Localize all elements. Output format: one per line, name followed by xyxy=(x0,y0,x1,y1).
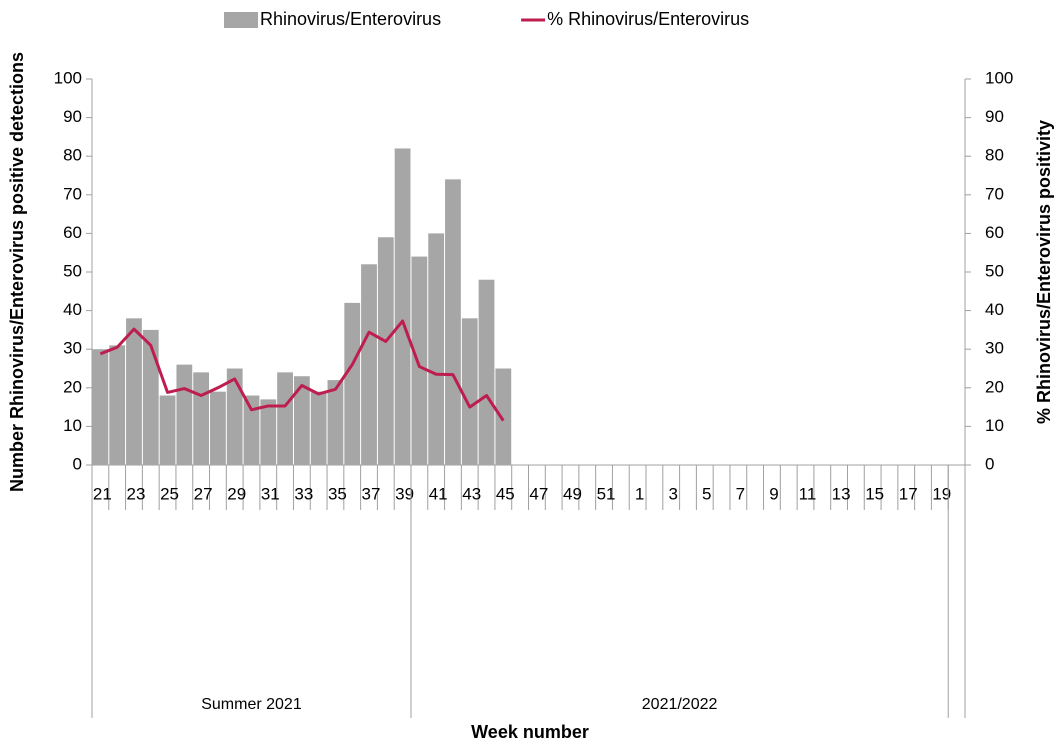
x-tick-label: 31 xyxy=(261,484,280,503)
x-tick-label: 33 xyxy=(294,484,313,503)
x-tick-label: 15 xyxy=(865,484,884,503)
bar xyxy=(277,372,293,465)
y-tick-label: 90 xyxy=(63,107,82,126)
y2-tick-label: 70 xyxy=(985,184,1004,203)
bar xyxy=(126,318,142,465)
group-label: 2021/2022 xyxy=(642,696,718,713)
y-tick-label: 0 xyxy=(73,454,82,473)
bar xyxy=(428,233,445,465)
x-tick-label: 29 xyxy=(227,484,246,503)
x-tick-label: 9 xyxy=(769,484,778,503)
bar xyxy=(176,364,193,465)
x-tick-label: 27 xyxy=(194,484,213,503)
bar xyxy=(210,391,226,465)
y-axis-title: Number Rhinovirus/Enterovirus positive d… xyxy=(7,52,27,492)
bar xyxy=(193,372,210,465)
bar xyxy=(92,349,109,465)
y2-tick-label: 100 xyxy=(985,68,1013,87)
bar xyxy=(377,237,394,465)
bar xyxy=(495,368,512,465)
y2-tick-label: 20 xyxy=(985,377,1004,396)
y-tick-label: 70 xyxy=(63,184,82,203)
y2-tick-label: 40 xyxy=(985,300,1004,319)
y2-tick-label: 90 xyxy=(985,107,1004,126)
legend-label: % Rhinovirus/Enterovirus xyxy=(547,9,749,29)
x-tick-label: 49 xyxy=(563,484,582,503)
y2-tick-label: 60 xyxy=(985,223,1004,242)
bar xyxy=(327,380,344,465)
bar xyxy=(411,256,428,465)
bar xyxy=(260,399,277,465)
y2-tick-label: 50 xyxy=(985,261,1004,280)
x-tick-label: 25 xyxy=(160,484,179,503)
y-tick-label: 30 xyxy=(63,339,82,358)
x-tick-label: 11 xyxy=(799,484,817,503)
y-tick-label: 10 xyxy=(63,416,82,435)
legend-swatch xyxy=(224,12,258,28)
group-label: Summer 2021 xyxy=(201,696,302,713)
bar xyxy=(142,329,159,465)
y2-tick-label: 80 xyxy=(985,146,1004,165)
x-tick-label: 5 xyxy=(702,484,711,503)
x-tick-label: 41 xyxy=(429,484,448,503)
bar xyxy=(293,376,310,465)
y-tick-label: 20 xyxy=(63,377,82,396)
x-tick-label: 21 xyxy=(93,484,112,503)
y-tick-label: 100 xyxy=(54,68,82,87)
line xyxy=(99,319,505,422)
x-tick-label: 45 xyxy=(496,484,515,503)
x-tick-label: 3 xyxy=(668,484,677,503)
x-tick-label: 7 xyxy=(736,484,745,503)
x-tick-label: 19 xyxy=(932,484,951,503)
x-tick-label: 35 xyxy=(328,484,347,503)
y2-axis-title: % Rhinovirus/Enterovirus positivity xyxy=(1034,120,1054,424)
bar xyxy=(159,395,176,465)
y2-tick-label: 0 xyxy=(985,454,994,473)
x-tick-label: 47 xyxy=(529,484,548,503)
x-tick-label: 37 xyxy=(362,484,381,503)
x-tick-label: 13 xyxy=(832,484,851,503)
x-axis-title: Week number xyxy=(471,722,589,742)
x-tick-label: 1 xyxy=(635,484,644,503)
y-tick-label: 80 xyxy=(63,146,82,165)
bar xyxy=(361,264,377,465)
bar xyxy=(109,345,126,465)
bar xyxy=(310,391,327,465)
bar xyxy=(344,302,361,465)
bar xyxy=(243,395,260,465)
bar xyxy=(226,368,243,465)
x-tick-label: 17 xyxy=(899,484,918,503)
bar xyxy=(394,148,411,466)
y2-tick-label: 10 xyxy=(985,416,1004,435)
bar xyxy=(478,279,495,465)
bar xyxy=(445,179,461,466)
legend-label: Rhinovirus/Enterovirus xyxy=(260,9,441,29)
y-tick-label: 40 xyxy=(63,300,82,319)
x-tick-label: 39 xyxy=(395,484,414,503)
y-tick-label: 50 xyxy=(63,261,82,280)
x-tick-label: 43 xyxy=(462,484,481,503)
y-tick-label: 60 xyxy=(63,223,82,242)
x-tick-label: 23 xyxy=(127,484,146,503)
bar xyxy=(461,318,478,465)
x-tick-label: 51 xyxy=(597,484,616,503)
y2-tick-label: 30 xyxy=(985,339,1004,358)
